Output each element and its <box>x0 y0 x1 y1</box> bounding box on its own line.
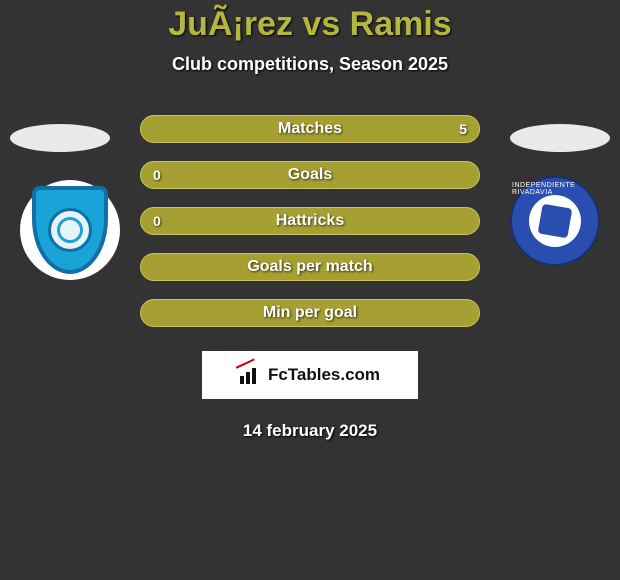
shield-icon: INDEPENDIENTE RIVADAVIA <box>510 176 600 266</box>
player-oval-right <box>510 124 610 152</box>
player-oval-left <box>10 124 110 152</box>
page-title: JuÃ¡rez vs Ramis <box>0 5 620 44</box>
site-logo[interactable]: FcTables.com <box>202 351 418 399</box>
stat-left-value: 0 <box>153 213 161 229</box>
stat-row-goals-per-match: Goals per match <box>140 253 480 281</box>
stat-label: Goals <box>288 166 332 184</box>
stat-left-value: 0 <box>153 167 161 183</box>
stat-right-value: 5 <box>459 121 467 137</box>
comparison-card: JuÃ¡rez vs Ramis Club competitions, Seas… <box>0 0 620 580</box>
shield-icon <box>32 186 108 274</box>
stat-label: Matches <box>278 120 342 138</box>
site-name: FcTables.com <box>268 365 380 385</box>
page-subtitle: Club competitions, Season 2025 <box>0 54 620 75</box>
stat-row-min-per-goal: Min per goal <box>140 299 480 327</box>
chart-icon <box>240 366 262 384</box>
badge-ring-text: INDEPENDIENTE RIVADAVIA <box>512 182 598 196</box>
snapshot-date: 14 february 2025 <box>0 421 620 441</box>
stat-row-hattricks: 0 Hattricks <box>140 207 480 235</box>
stat-label: Hattricks <box>276 212 344 230</box>
stat-label: Goals per match <box>247 258 372 276</box>
stat-row-matches: Matches 5 <box>140 115 480 143</box>
stat-row-goals: 0 Goals <box>140 161 480 189</box>
team-badge-left <box>20 180 120 280</box>
team-badge-right: INDEPENDIENTE RIVADAVIA <box>510 176 600 266</box>
stat-label: Min per goal <box>263 304 357 322</box>
